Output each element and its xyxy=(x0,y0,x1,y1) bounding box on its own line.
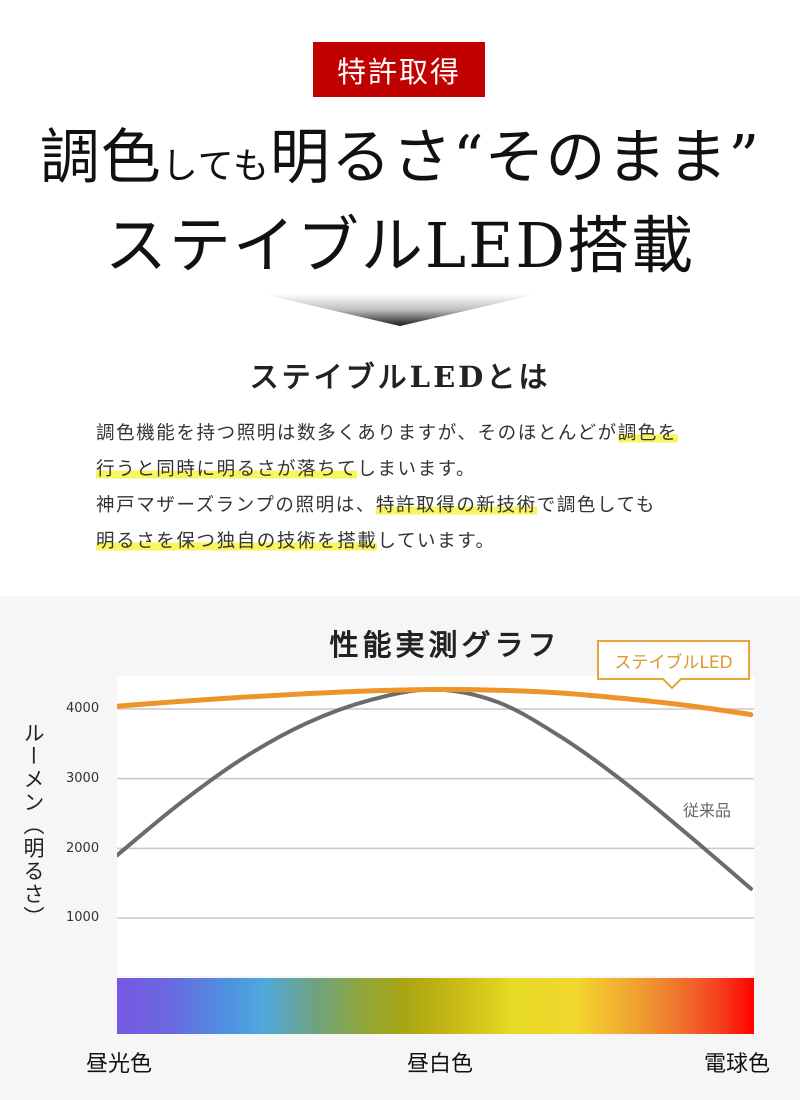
highlight: 特許取得の新技術 xyxy=(375,495,537,516)
highlight: 調色を xyxy=(617,423,678,444)
y-tick: 4000 xyxy=(66,701,100,716)
x-label-neutral-white: 昼白色 xyxy=(407,1052,474,1077)
stable-led-series-line xyxy=(117,686,754,718)
graph-title: 性能実測グラフ xyxy=(329,628,561,662)
headline-line-2: ステイブルLED搭載 xyxy=(104,209,696,282)
y-tick: 3000 xyxy=(66,771,100,786)
headline-line-1: 調色しても明るさ“そのまま” xyxy=(39,123,761,193)
y-tick: 1000 xyxy=(66,910,100,925)
legend-stable-led: ステイブルLED xyxy=(597,640,750,680)
gridlines xyxy=(117,708,754,919)
line-chart xyxy=(117,686,754,919)
highlight: 明るさを保つ独自の技術を搭載 xyxy=(96,531,378,552)
legend-pointer-icon xyxy=(663,678,681,690)
x-label-daylight: 昼光色 xyxy=(86,1052,153,1077)
color-temperature-gradient-bar xyxy=(117,978,754,1034)
patent-badge: 特許取得 xyxy=(313,42,485,97)
conventional-series-line xyxy=(117,687,753,891)
x-label-warm-bulb: 電球色 xyxy=(704,1052,771,1077)
down-arrow-icon xyxy=(262,294,538,326)
y-tick: 2000 xyxy=(66,841,100,856)
section-subhead: ステイブルLEDとは xyxy=(249,360,551,394)
description-paragraph: 調色機能を持つ照明は数多くありますが、そのほとんどが調色を 行うと同時に明るさが… xyxy=(96,423,678,552)
chart-plot-area xyxy=(117,676,754,976)
highlight: 行うと同時に明るさが落ちて xyxy=(96,459,358,480)
conventional-series-label: 従来品 xyxy=(683,801,732,820)
y-axis-label: ルーメン（明るさ） xyxy=(21,722,45,929)
